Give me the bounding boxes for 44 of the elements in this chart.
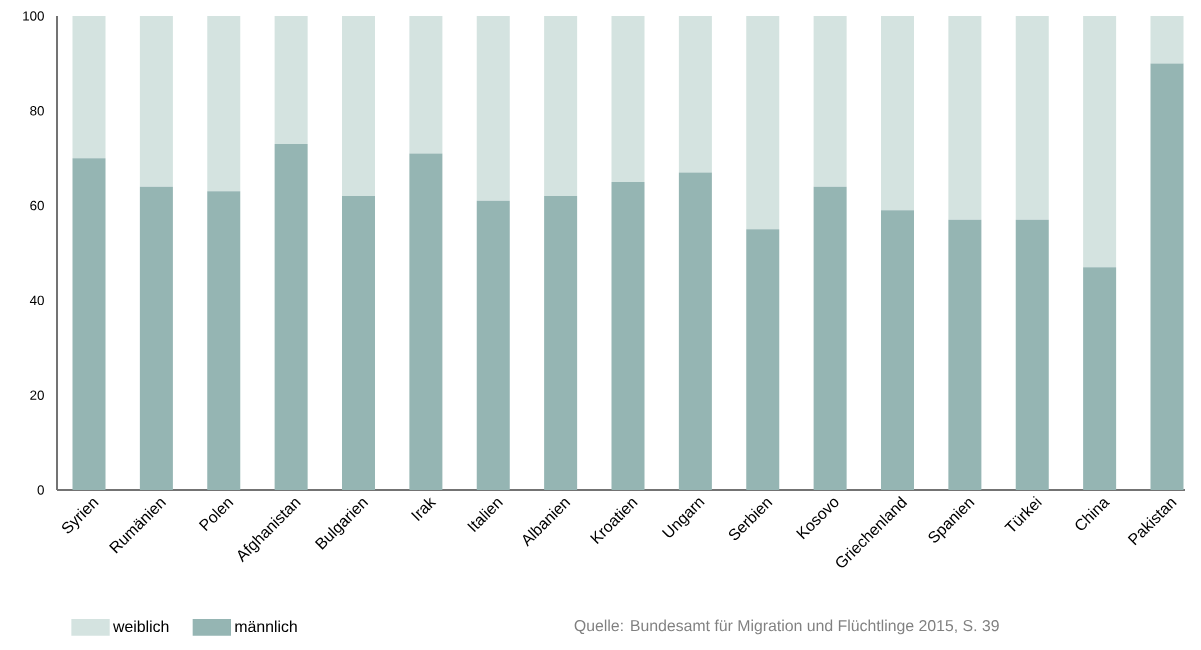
bar xyxy=(476,15,510,201)
bar xyxy=(1083,15,1117,268)
legend-label: männlich xyxy=(235,620,297,633)
bar xyxy=(1150,15,1184,64)
bar xyxy=(72,158,106,490)
y-tick-label: 60 xyxy=(30,200,44,211)
bar xyxy=(813,186,847,490)
y-tick-label: 40 xyxy=(29,295,44,306)
bar xyxy=(544,15,578,197)
bar xyxy=(611,181,645,490)
legend-label: weiblich xyxy=(113,620,169,633)
bar xyxy=(746,15,780,230)
bar xyxy=(678,172,712,490)
bar xyxy=(342,196,376,490)
bar xyxy=(476,200,510,490)
bar xyxy=(207,191,241,490)
bar xyxy=(544,196,578,490)
bar xyxy=(409,15,443,154)
bar xyxy=(207,15,241,192)
y-tick-label: 20 xyxy=(30,390,44,400)
bar xyxy=(948,15,982,220)
y-tick-label: 80 xyxy=(30,106,44,116)
bar xyxy=(139,15,173,187)
bar xyxy=(1150,63,1184,490)
bar xyxy=(139,186,173,490)
x-tick-label: Irak xyxy=(411,497,437,521)
bar xyxy=(746,229,780,490)
bar xyxy=(72,15,106,159)
bar xyxy=(813,15,847,187)
source-note: Quelle: Bundesamt für Migration und Flüchtlinge 2015, S. 39 xyxy=(574,619,999,635)
bar xyxy=(274,143,308,490)
bar xyxy=(880,210,915,490)
bar xyxy=(1083,267,1117,490)
bar xyxy=(1015,15,1049,220)
bar xyxy=(1015,219,1049,490)
bar xyxy=(880,15,915,211)
y-tick-label: 0 xyxy=(37,485,44,495)
bar xyxy=(611,15,645,182)
bar xyxy=(409,153,443,490)
bar xyxy=(678,15,712,173)
y-tick-label: 100 xyxy=(23,11,44,21)
bar xyxy=(274,15,308,144)
bar xyxy=(342,15,376,197)
bar xyxy=(948,219,982,490)
